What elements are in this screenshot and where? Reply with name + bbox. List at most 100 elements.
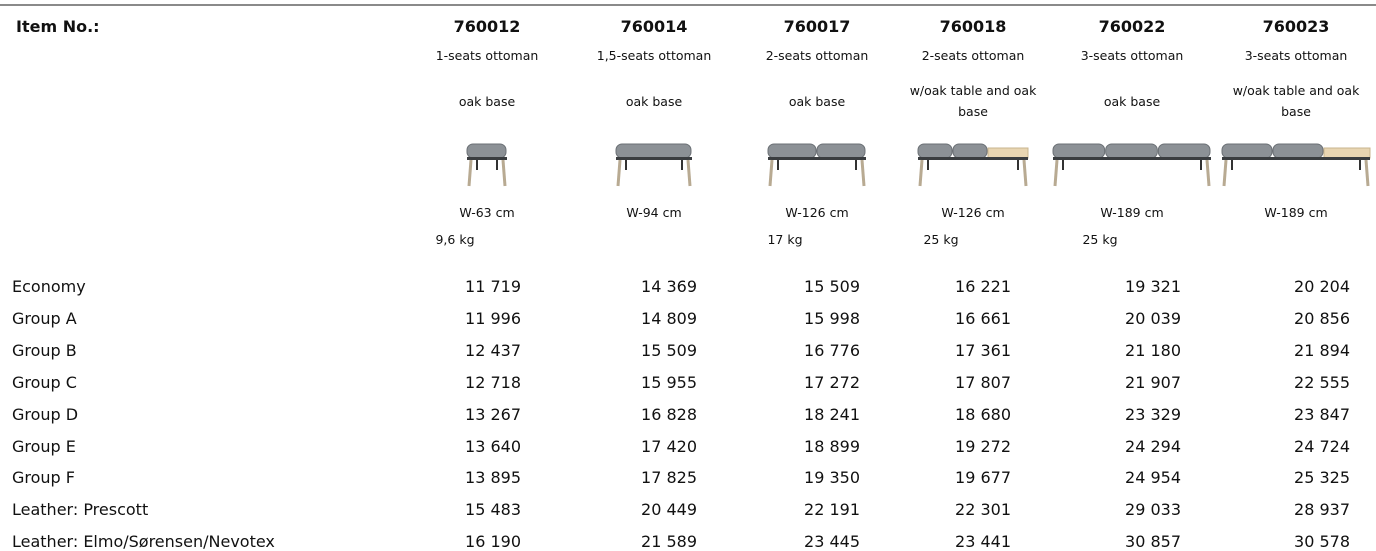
row-label: Group E <box>12 436 76 456</box>
price: 15 509 <box>641 340 697 360</box>
price: 17 807 <box>955 372 1011 392</box>
price: 20 856 <box>1294 308 1350 328</box>
price: 16 828 <box>641 404 697 424</box>
price: 21 180 <box>1125 340 1181 360</box>
width-note: W-126 cm <box>785 205 849 220</box>
price: 16 776 <box>804 340 860 360</box>
price: 24 294 <box>1125 436 1181 456</box>
price: 11 719 <box>465 277 521 296</box>
description: 1-seats ottoman <box>435 48 539 63</box>
row-label: Group A <box>12 308 77 328</box>
top-rule <box>0 4 1376 6</box>
price: 18 241 <box>804 404 860 424</box>
row-label: Leather: Elmo/Sørensen/Nevotex <box>12 532 275 551</box>
price: 17 825 <box>641 468 697 488</box>
price: 17 420 <box>641 436 697 456</box>
width-note: W-126 cm <box>941 205 1005 220</box>
row-label: Group B <box>12 340 77 360</box>
item-number: 760012 <box>453 17 521 36</box>
price: 19 350 <box>804 468 860 488</box>
price: 30 578 <box>1294 532 1350 551</box>
price: 24 954 <box>1125 468 1181 488</box>
product-image <box>1221 143 1371 187</box>
price: 11 996 <box>465 308 521 328</box>
price: 15 509 <box>804 277 860 296</box>
product-image <box>767 143 866 187</box>
price: 23 445 <box>804 532 860 551</box>
price: 13 895 <box>465 468 521 488</box>
header-label: Item No.: <box>16 17 100 36</box>
price: 22 191 <box>804 500 860 520</box>
price: 25 325 <box>1294 468 1350 488</box>
base-note: oak base <box>1103 94 1161 109</box>
base-note: w/oak table and oak base <box>1232 83 1360 119</box>
price: 16 221 <box>955 277 1011 296</box>
row-label: Group F <box>12 468 75 488</box>
price: 30 857 <box>1125 532 1181 551</box>
item-number: 760022 <box>1098 17 1166 36</box>
row-label: Group C <box>12 372 77 392</box>
price: 23 329 <box>1125 404 1181 424</box>
row-label: Leather: Prescott <box>12 500 149 520</box>
price: 17 272 <box>804 372 860 392</box>
price: 18 899 <box>804 436 860 456</box>
price: 20 039 <box>1125 308 1181 328</box>
price: 21 894 <box>1294 340 1350 360</box>
price: 21 589 <box>641 532 697 551</box>
price: 24 724 <box>1294 436 1350 456</box>
price: 19 677 <box>955 468 1011 488</box>
price: 14 809 <box>641 308 697 328</box>
price: 21 907 <box>1125 372 1181 392</box>
price: 23 441 <box>955 532 1011 551</box>
row-label: Group D <box>12 404 79 424</box>
price: 17 361 <box>955 340 1011 360</box>
description: 3-seats ottoman <box>1080 48 1184 63</box>
item-number: 760017 <box>783 17 851 36</box>
price: 13 640 <box>465 436 521 456</box>
description: 2-seats ottoman <box>765 48 869 63</box>
price: 12 718 <box>465 372 521 392</box>
price: 19 321 <box>1125 277 1181 296</box>
width-note: W-189 cm <box>1264 205 1328 220</box>
weight-note: 25 kg <box>923 232 959 247</box>
price: 20 449 <box>641 500 697 520</box>
price: 15 955 <box>641 372 697 392</box>
description: 1,5-seats ottoman <box>596 48 712 63</box>
description: 2-seats ottoman <box>921 48 1025 63</box>
base-note: oak base <box>625 94 683 109</box>
price: 15 483 <box>465 500 521 520</box>
price: 22 555 <box>1294 372 1350 392</box>
width-note: W-63 cm <box>459 205 515 220</box>
price: 19 272 <box>955 436 1011 456</box>
price: 15 998 <box>804 308 860 328</box>
product-image <box>917 143 1029 187</box>
price: 22 301 <box>955 500 1011 520</box>
price: 29 033 <box>1125 500 1181 520</box>
item-number: 760014 <box>620 17 688 36</box>
width-note: W-94 cm <box>626 205 682 220</box>
base-note: oak base <box>458 94 516 109</box>
price: 28 937 <box>1294 500 1350 520</box>
price: 20 204 <box>1294 277 1350 296</box>
width-note: W-189 cm <box>1100 205 1164 220</box>
weight-note: 9,6 kg <box>435 232 475 247</box>
price: 18 680 <box>955 404 1011 424</box>
price: 16 661 <box>955 308 1011 328</box>
base-note: w/oak table and oak base <box>909 83 1037 119</box>
product-image <box>1052 143 1211 187</box>
item-number: 760018 <box>939 17 1007 36</box>
base-note: oak base <box>788 94 846 109</box>
product-image <box>615 143 692 187</box>
product-image <box>466 143 507 187</box>
price: 16 190 <box>465 532 521 551</box>
weight-note: 17 kg <box>767 232 803 247</box>
item-number: 760023 <box>1262 17 1330 36</box>
row-label: Economy <box>12 277 86 296</box>
price: 12 437 <box>465 340 521 360</box>
price: 13 267 <box>465 404 521 424</box>
price: 14 369 <box>641 277 697 296</box>
weight-note: 25 kg <box>1082 232 1118 247</box>
price: 23 847 <box>1294 404 1350 424</box>
description: 3-seats ottoman <box>1244 48 1348 63</box>
